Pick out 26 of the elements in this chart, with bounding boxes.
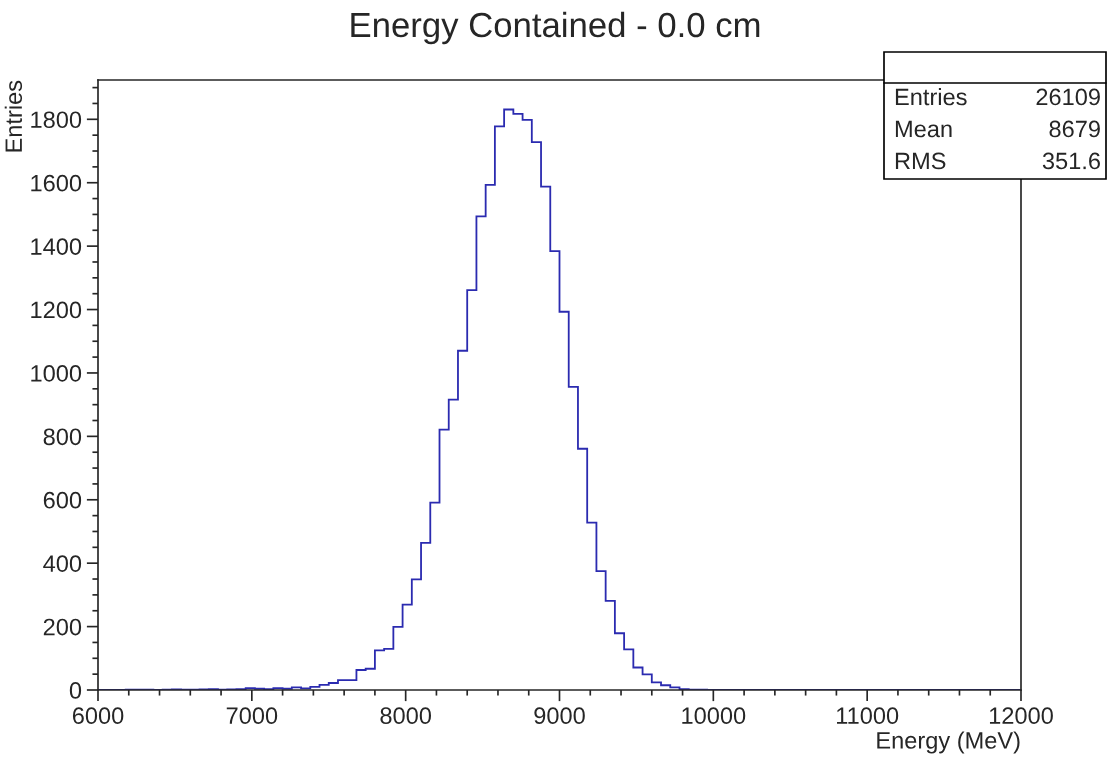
x-tick-label: 12000 xyxy=(989,707,1053,725)
y-axis-title: Entries xyxy=(4,80,23,152)
x-tick-label: 8000 xyxy=(380,707,432,725)
y-tick-label: 1200 xyxy=(31,301,82,319)
y-tick-label: 0 xyxy=(69,682,82,699)
annotation: RMS xyxy=(895,152,946,170)
x-tick-label: 6000 xyxy=(72,707,124,725)
y-tick-label: 200 xyxy=(43,618,82,636)
x-tick-label: 9000 xyxy=(534,707,585,725)
y-tick-label: 1800 xyxy=(31,111,82,129)
x-tick-label: 11000 xyxy=(837,707,899,725)
chart-title: Energy Contained - 0.0 cm xyxy=(351,11,760,45)
x-tick-label: 10000 xyxy=(682,707,746,725)
text: 8679 xyxy=(1049,120,1100,138)
y-tick-label: 1400 xyxy=(31,238,82,255)
y-tick-label: 1600 xyxy=(31,174,82,192)
y-tick-label: 800 xyxy=(43,428,82,446)
x-tick-label: 7000 xyxy=(226,707,278,725)
x-axis-title: Energy (MeV) xyxy=(877,731,1020,754)
y-tick-label: 600 xyxy=(43,491,82,509)
y-tick-label: 400 xyxy=(43,555,82,572)
annotation: Entries xyxy=(895,88,967,106)
y-tick-label: 1000 xyxy=(31,365,82,382)
text: 351.6 xyxy=(1042,152,1100,170)
text: 26109 xyxy=(1036,88,1100,106)
annotation: Mean xyxy=(895,120,952,138)
